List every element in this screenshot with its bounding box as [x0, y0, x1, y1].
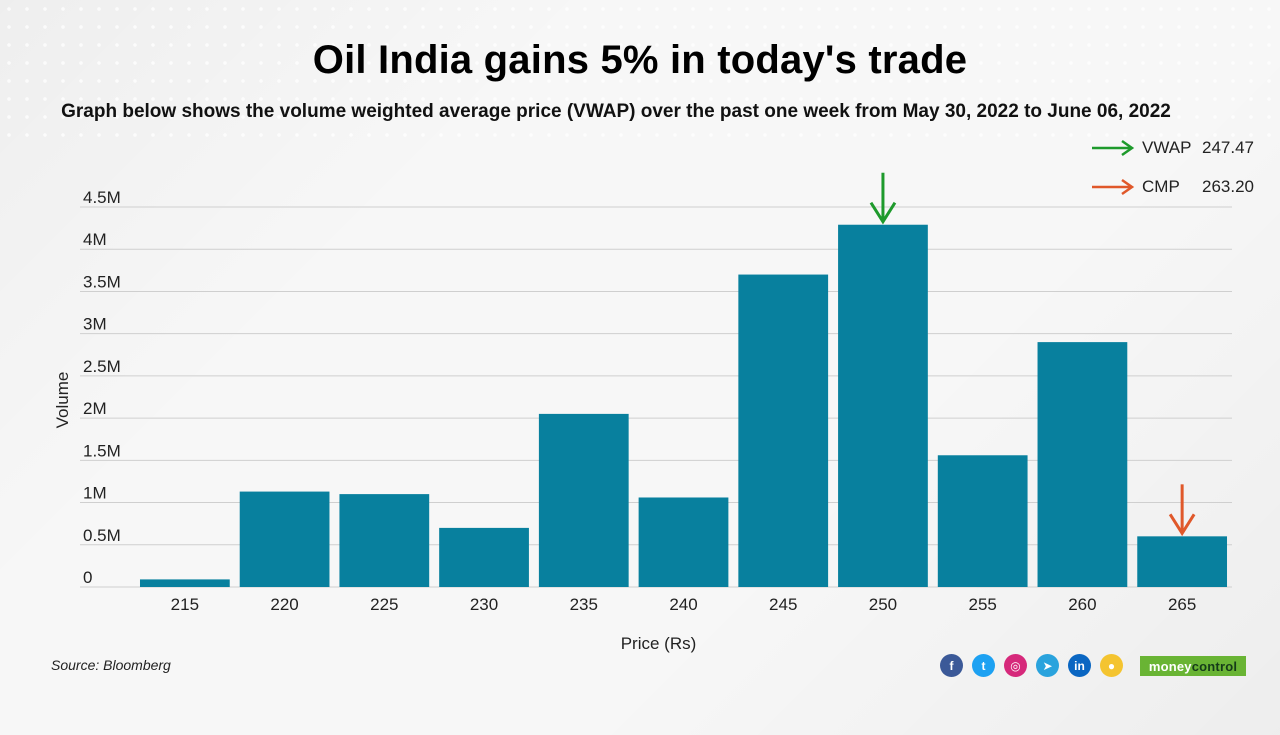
y-tick-label: 1M	[83, 484, 107, 503]
bar	[339, 494, 430, 587]
chart-title: Oil India gains 5% in today's trade	[312, 38, 968, 82]
y-tick-label: 2M	[83, 399, 107, 418]
x-tick-label: 235	[570, 595, 598, 614]
green-arrow-icon	[1092, 139, 1135, 157]
linkedin-icon[interactable]: in	[1068, 654, 1091, 677]
chart-subtitle: Graph below shows the volume weighted av…	[61, 101, 1171, 122]
x-tick-label: 255	[968, 595, 996, 614]
y-tick-label: 2.5M	[83, 357, 121, 376]
legend-cmp-label: CMP	[1142, 177, 1180, 196]
brand-part2: control	[1191, 658, 1238, 674]
x-tick-label: 225	[370, 595, 398, 614]
y-tick-label: 0.5M	[83, 526, 121, 545]
x-tick-label: 250	[869, 595, 897, 614]
orange-arrow-icon	[1092, 178, 1135, 196]
legend-vwap-value: 247.47	[1202, 138, 1254, 157]
brand-part1: money	[1148, 658, 1192, 674]
x-tick-label: 220	[270, 595, 298, 614]
y-tick-label: 1.5M	[83, 441, 121, 460]
y-tick-label: 4M	[83, 230, 107, 249]
twitter-icon[interactable]: t	[972, 654, 995, 677]
background-dots	[0, 0, 1280, 150]
source-note: Source: Bloomberg	[51, 657, 171, 673]
legend-cmp-value: 263.20	[1202, 177, 1254, 196]
y-tick-label: 4.5M	[83, 188, 121, 207]
moneycontrol-logo[interactable]: money control	[1140, 656, 1246, 676]
vwap-marker-arrow-icon	[869, 172, 897, 225]
x-tick-label: 215	[171, 595, 199, 614]
koo-icon[interactable]: ●	[1100, 654, 1123, 677]
bar	[239, 491, 330, 587]
x-tick-label: 245	[769, 595, 797, 614]
x-tick-label: 230	[470, 595, 498, 614]
y-tick-label: 3.5M	[83, 272, 121, 291]
bar	[738, 274, 829, 587]
bar	[538, 413, 629, 587]
legend-vwap-label: VWAP	[1142, 138, 1192, 157]
bar	[1137, 536, 1228, 587]
bar	[139, 579, 230, 587]
x-tick-label: 240	[669, 595, 697, 614]
telegram-icon[interactable]: ➤	[1036, 654, 1059, 677]
cmp-marker-arrow-icon	[1168, 484, 1196, 537]
bar	[937, 455, 1028, 587]
legend-vwap: VWAP 247.47	[1090, 137, 1254, 159]
legend-cmp: CMP 263.20	[1090, 176, 1254, 198]
x-tick-label: 260	[1068, 595, 1096, 614]
bar	[838, 224, 928, 587]
y-axis-label: Volume	[53, 372, 72, 429]
x-axis-label: Price (Rs)	[621, 634, 697, 653]
facebook-icon[interactable]: f	[940, 654, 963, 677]
bar	[439, 527, 529, 587]
instagram-icon[interactable]: ◎	[1004, 654, 1027, 677]
social-icons: f t ◎ ➤ in ●	[940, 654, 1123, 677]
y-tick-label: 3M	[83, 315, 107, 334]
bar	[1037, 342, 1128, 587]
bar	[638, 497, 729, 587]
y-tick-label: 0	[83, 568, 92, 587]
x-tick-label: 265	[1168, 595, 1196, 614]
